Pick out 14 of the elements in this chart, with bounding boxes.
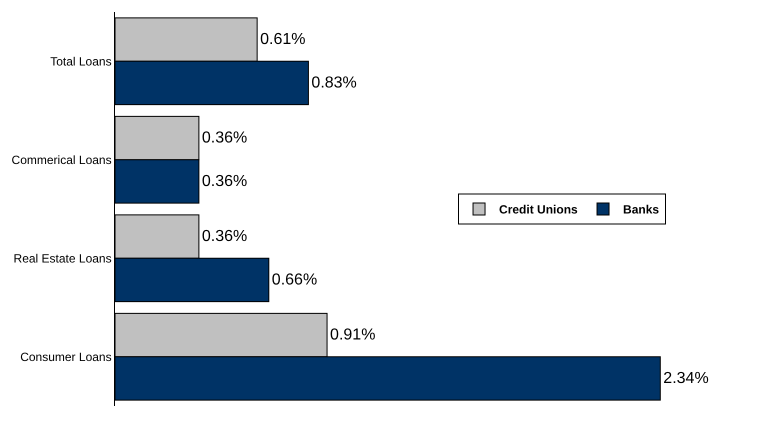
y-tick-label: Consumer Loans <box>20 350 112 364</box>
y-tick-label: Total Loans <box>50 54 112 68</box>
data-label: 2.34% <box>663 370 709 387</box>
data-label: 0.66% <box>272 271 318 288</box>
data-label: 0.36% <box>202 172 248 190</box>
data-label: 0.91% <box>330 326 376 344</box>
data-label: 0.61% <box>260 31 306 48</box>
data-label: 0.36% <box>202 228 248 246</box>
y-tick-label: Commerical Loans <box>12 152 112 167</box>
data-label: 0.36% <box>202 130 248 147</box>
y-tick-label: Real Estate Loans <box>14 251 112 266</box>
legend-label: Banks <box>623 202 660 217</box>
legend-label: Credit Unions <box>499 202 578 217</box>
data-label: 0.83% <box>311 74 357 92</box>
